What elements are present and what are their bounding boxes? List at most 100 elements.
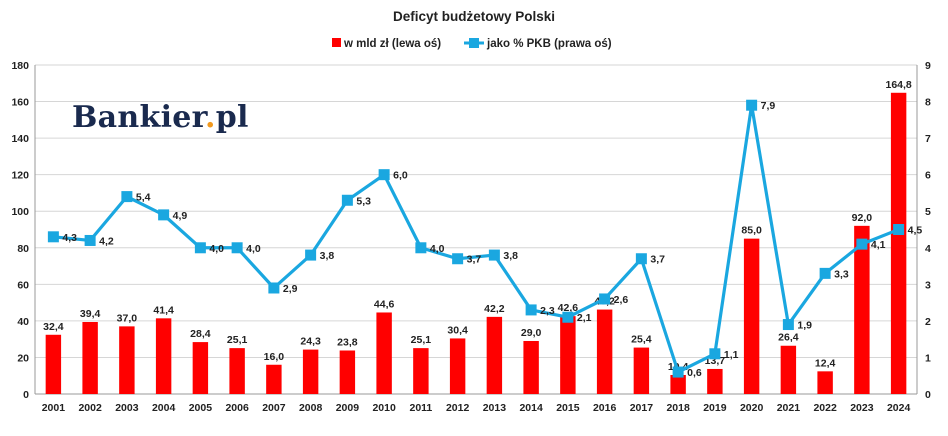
bar bbox=[339, 350, 356, 394]
x-tick-label: 2011 bbox=[409, 402, 432, 414]
x-tick-label: 2009 bbox=[336, 402, 360, 414]
right-tick-label: 7 bbox=[925, 133, 931, 145]
x-tick-label: 2010 bbox=[372, 402, 396, 414]
x-tick-label: 2021 bbox=[777, 402, 801, 414]
line-data-label: 5,4 bbox=[136, 192, 151, 204]
left-tick-label: 0 bbox=[23, 389, 29, 401]
left-tick-label: 140 bbox=[11, 133, 29, 145]
bar-data-label: 25,4 bbox=[631, 334, 652, 346]
line-point bbox=[47, 231, 59, 243]
legend-line-label: jako % PKB (prawa oś) bbox=[486, 38, 612, 50]
bar bbox=[229, 348, 245, 394]
bar bbox=[596, 309, 613, 394]
bar bbox=[413, 348, 429, 394]
bar-data-label: 26,4 bbox=[778, 332, 799, 344]
bar-data-label: 39,4 bbox=[80, 308, 101, 320]
line-data-label: 3,7 bbox=[467, 254, 482, 266]
x-tick-label: 2015 bbox=[556, 402, 580, 414]
right-tick-label: 5 bbox=[925, 206, 931, 218]
logo-main: Bankier bbox=[72, 100, 206, 135]
left-tick-label: 20 bbox=[17, 352, 29, 364]
logo-tld: pl bbox=[215, 100, 249, 135]
x-tick-label: 2013 bbox=[483, 402, 507, 414]
left-tick-label: 60 bbox=[17, 279, 29, 291]
right-tick-label: 0 bbox=[925, 389, 931, 401]
bar-data-label: 41,4 bbox=[153, 304, 174, 316]
bar-data-label: 25,1 bbox=[227, 334, 248, 346]
x-tick-label: 2001 bbox=[42, 402, 66, 414]
line-point bbox=[525, 304, 537, 316]
line-point bbox=[709, 348, 721, 360]
bar bbox=[82, 321, 98, 394]
line-data-label: 3,7 bbox=[650, 254, 665, 266]
line-data-label: 4,0 bbox=[430, 243, 445, 255]
bar bbox=[560, 316, 576, 394]
x-tick-label: 2016 bbox=[593, 402, 617, 414]
line-point bbox=[452, 253, 464, 265]
left-tick-label: 120 bbox=[11, 170, 29, 182]
bar-data-label: 92,0 bbox=[852, 212, 873, 224]
bar bbox=[119, 326, 135, 394]
bar bbox=[376, 312, 392, 394]
line-data-label: 2,3 bbox=[540, 305, 555, 317]
line-point bbox=[893, 224, 905, 235]
bar bbox=[670, 374, 686, 394]
right-tick-label: 8 bbox=[925, 97, 931, 109]
x-tick-label: 2023 bbox=[850, 402, 874, 414]
x-tick-label: 2018 bbox=[666, 402, 690, 414]
bar-data-label: 23,8 bbox=[337, 336, 358, 348]
bar-data-label: 42,6 bbox=[558, 302, 579, 314]
line-point bbox=[672, 366, 684, 378]
line-data-label: 6,0 bbox=[393, 170, 408, 182]
line-point bbox=[158, 209, 170, 221]
left-tick-label: 160 bbox=[11, 97, 29, 109]
left-tick-label: 100 bbox=[11, 206, 29, 218]
x-tick-label: 2017 bbox=[630, 402, 654, 414]
bar-data-label: 30,4 bbox=[447, 324, 468, 336]
bar bbox=[155, 318, 172, 394]
line-point bbox=[341, 194, 353, 206]
line-point bbox=[84, 234, 96, 246]
bar-data-label: 42,2 bbox=[484, 303, 505, 315]
line-data-label: 3,8 bbox=[503, 250, 518, 262]
bar-data-label: 164,8 bbox=[885, 79, 911, 91]
bar-data-label: 12,4 bbox=[815, 357, 836, 369]
legend: w mld zł (lewa oś) jako % PKB (prawa oś) bbox=[332, 38, 612, 50]
title-area: Deficyt budżetowy Polski bbox=[393, 9, 555, 24]
bar bbox=[523, 340, 539, 394]
line-data-label: 1,9 bbox=[797, 320, 812, 332]
line-point bbox=[415, 242, 427, 254]
bar bbox=[780, 345, 797, 394]
bar-data-label: 85,0 bbox=[741, 225, 762, 237]
line-data-label: 2,9 bbox=[283, 283, 298, 295]
line-data-label: 4,0 bbox=[209, 243, 224, 255]
bar-data-labels: 32,4 39,4 37,0 41,4 28,4 25,1 16,0 24,3 23,8 44,6… bbox=[43, 79, 912, 373]
bar bbox=[449, 338, 466, 394]
legend-bar-label: w mld zł (lewa oś) bbox=[343, 38, 441, 50]
bar bbox=[633, 347, 650, 394]
chart-title: Deficyt budżetowy Polski bbox=[393, 9, 555, 24]
bar bbox=[743, 238, 760, 394]
left-tick-label: 80 bbox=[17, 243, 29, 255]
line-data-label: 4,0 bbox=[246, 243, 261, 255]
x-tick-label: 2005 bbox=[189, 402, 213, 414]
line-data-label: 4,2 bbox=[99, 235, 114, 247]
axes: 0 20 40 60 80 100 120 140 160 180 0 1 2 3 4 5 6 7 8 9 2001 20… bbox=[11, 60, 931, 414]
right-tick-label: 2 bbox=[925, 316, 931, 328]
line-point bbox=[194, 242, 206, 254]
bar-data-label: 29,0 bbox=[521, 327, 542, 339]
x-tick-label: 2003 bbox=[115, 402, 139, 414]
line-data-label: 4,9 bbox=[173, 210, 188, 222]
line-data-label: 4,5 bbox=[908, 225, 923, 237]
x-tick-label: 2022 bbox=[813, 402, 837, 414]
line-data-label: 4,3 bbox=[62, 232, 77, 244]
bar bbox=[817, 371, 833, 394]
line-data-label: 7,9 bbox=[761, 100, 776, 112]
left-tick-label: 180 bbox=[11, 60, 29, 72]
legend-bar-swatch bbox=[332, 38, 341, 47]
x-tick-label: 2008 bbox=[299, 402, 323, 414]
line-point bbox=[562, 311, 574, 323]
line-data-label: 2,6 bbox=[614, 294, 629, 306]
line-point bbox=[121, 191, 133, 203]
